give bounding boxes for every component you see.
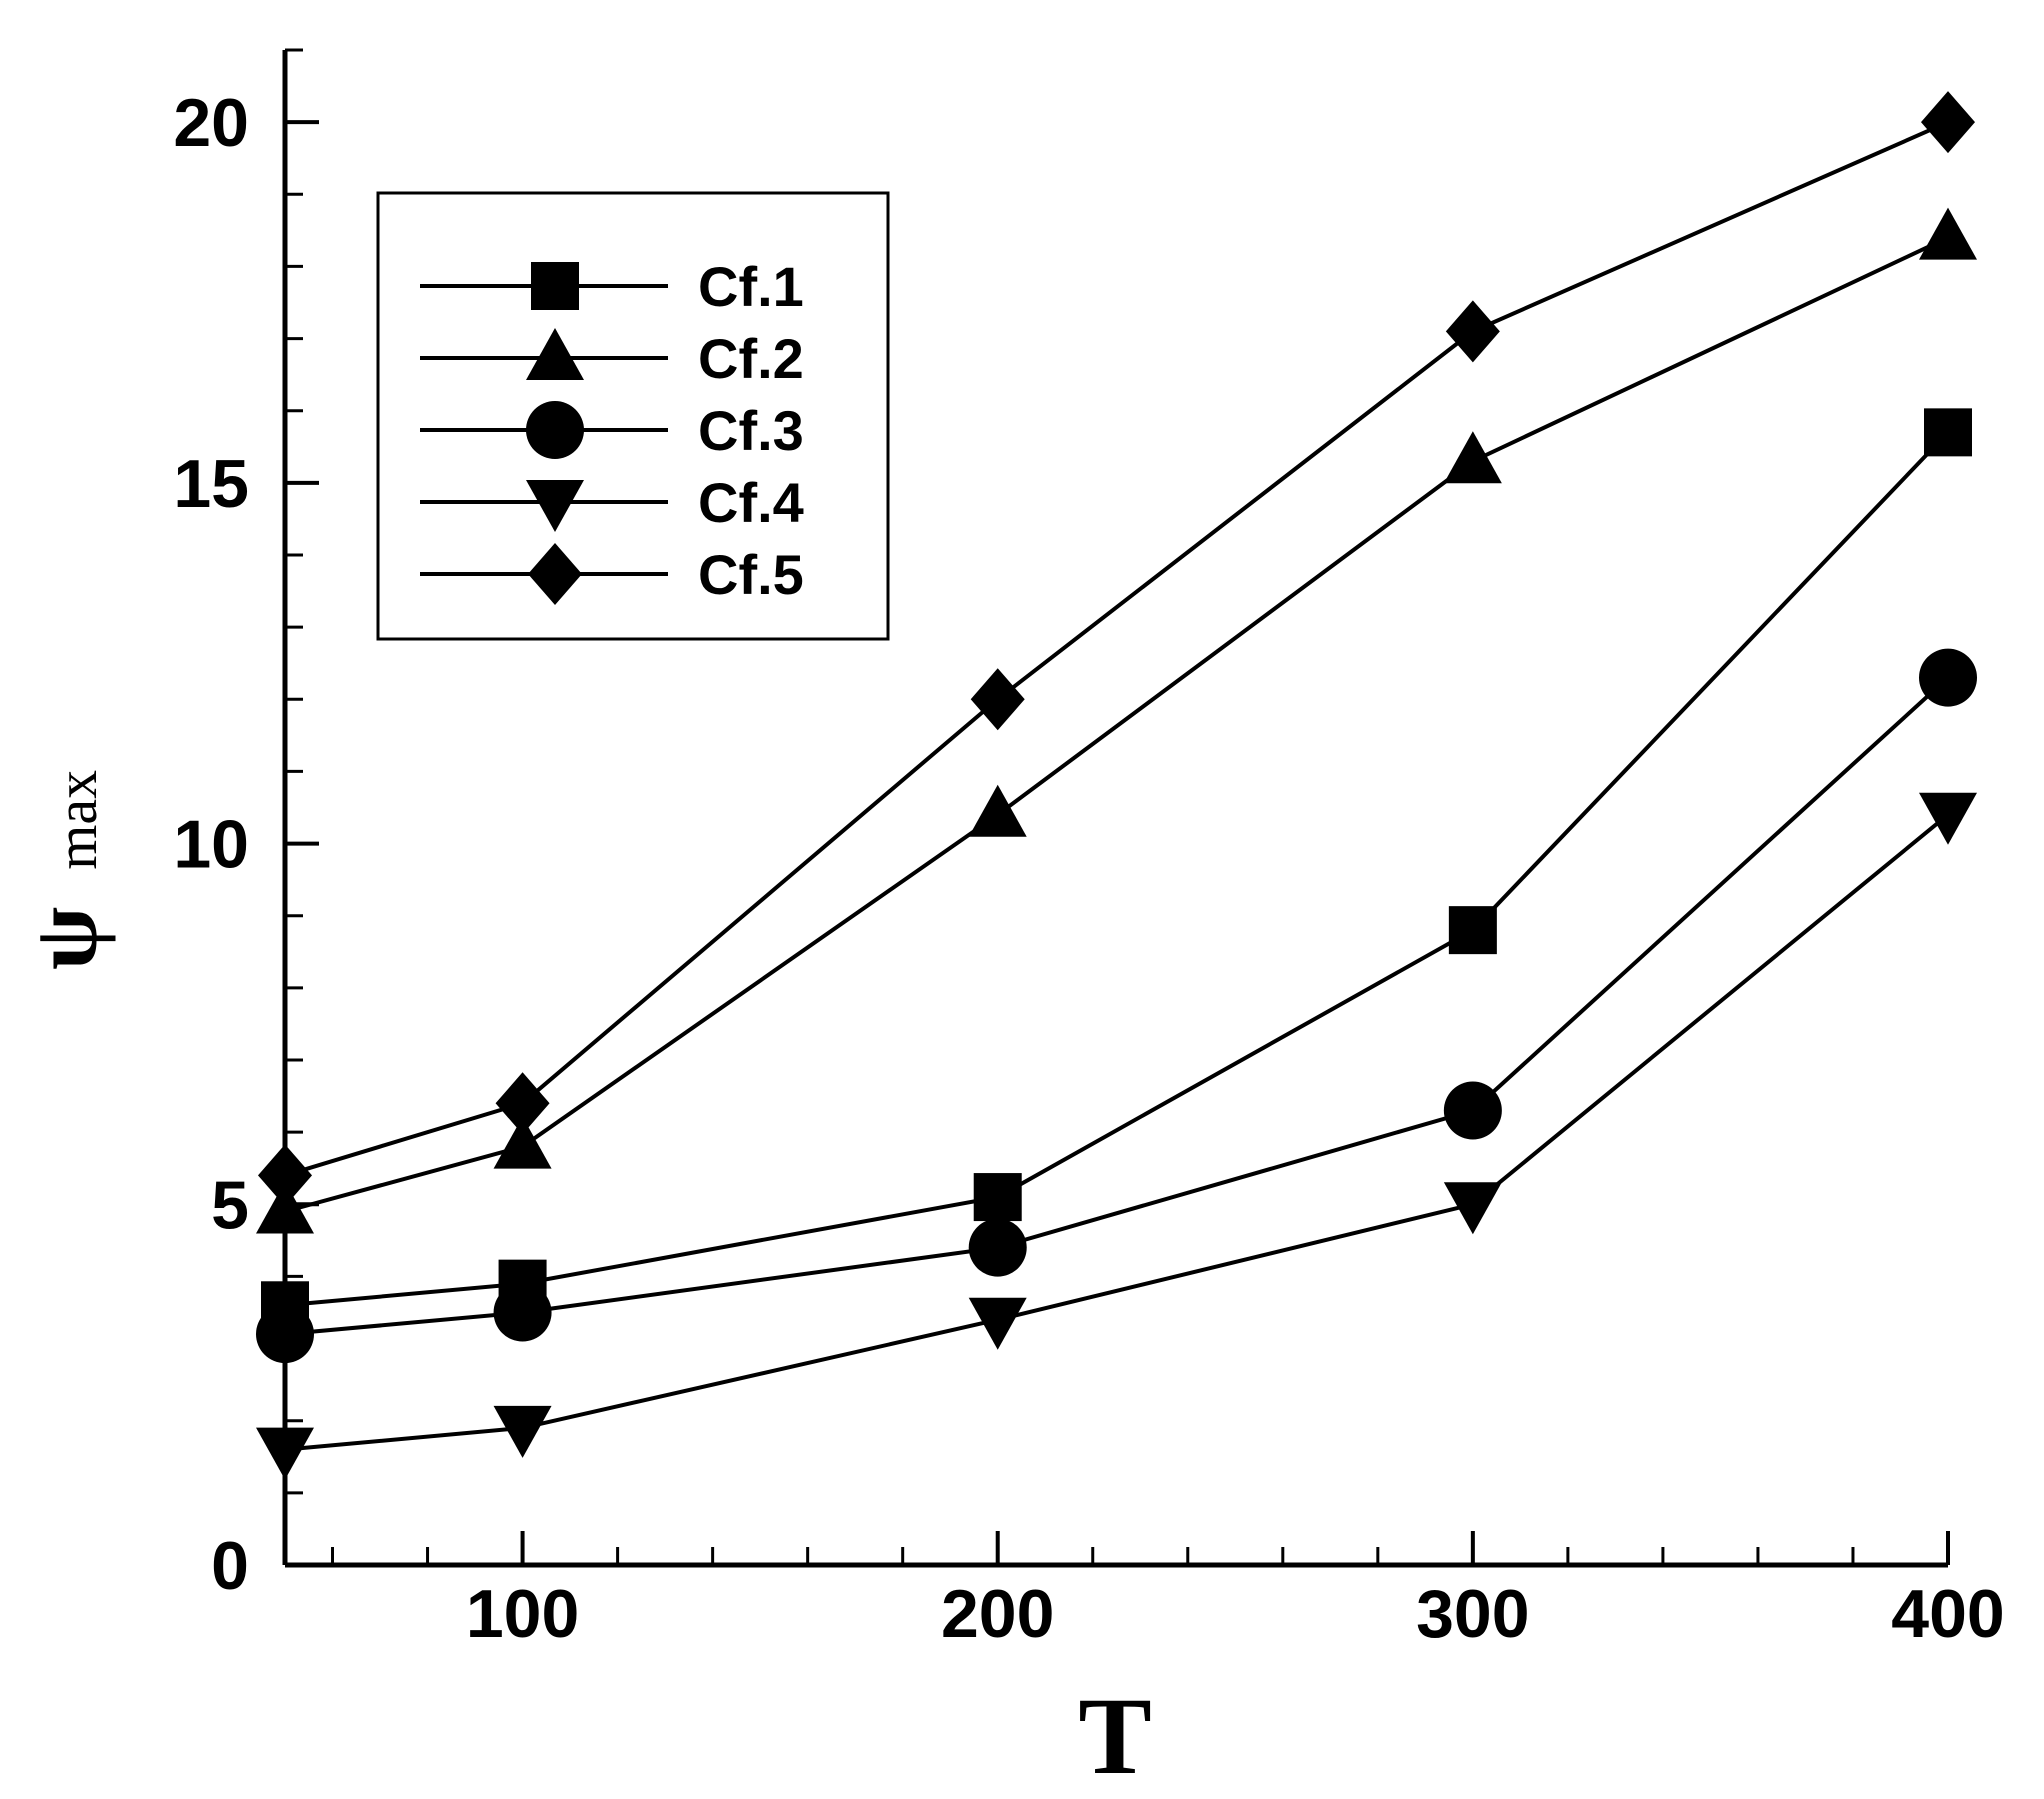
svg-text:ψ max: ψ max [14,770,116,970]
legend-label: Cf.1 [698,255,804,318]
legend-item: Cf.2 [420,327,804,390]
y-axis-title: ψ max [14,770,116,970]
data-point [495,1072,550,1135]
data-point [256,1181,314,1234]
series-5 [258,91,1975,1207]
data-point [973,1173,1022,1222]
series-2 [256,207,1977,1234]
x-tick-label: 200 [941,1576,1054,1652]
y-axis-title-symbol: ψ [14,907,116,970]
legend-item: Cf.4 [420,471,804,534]
data-point [1448,906,1497,955]
series-line [284,676,1950,1337]
data-point [1919,648,1977,707]
data-point [493,1283,552,1342]
data-point [1443,431,1502,484]
data-point [1919,792,1977,845]
y-axis-title-subscript: max [44,770,109,870]
legend: Cf.1 Cf.2 Cf.3 Cf.4 Cf.5 [376,191,890,641]
data-point [1443,1081,1502,1140]
data-point [256,1305,314,1364]
legend-label: Cf.5 [698,543,804,606]
data-point [968,1297,1027,1350]
data-point [493,1405,552,1458]
x-tick-label: 100 [466,1576,579,1652]
series-3 [256,648,1977,1364]
x-axis-title: T [1078,1675,1151,1797]
data-point [968,784,1027,837]
x-tick-label: 300 [1416,1576,1529,1652]
data-point [1921,91,1975,154]
data-point [1924,408,1972,457]
series-group [256,91,1977,1480]
y-tick-label: 20 [173,85,249,161]
legend-box [376,191,890,641]
legend-label: Cf.2 [698,327,804,390]
legend-marker [526,401,584,459]
legend-marker [528,543,582,605]
legend-item: Cf.5 [420,543,804,606]
data-point [970,668,1025,731]
data-point [968,1218,1027,1277]
legend-label: Cf.3 [698,399,804,462]
y-tick-label: 10 [173,807,249,883]
legend-marker [526,480,584,532]
y-tick-label: 15 [173,446,249,522]
y-tick-label: 5 [211,1167,249,1243]
data-point [258,1144,312,1207]
data-point [1445,300,1500,363]
y-tick-label: 0 [211,1528,249,1604]
data-point [493,1116,552,1169]
legend-marker [526,328,584,380]
legend-item: Cf.1 [420,255,804,318]
legend-marker [531,262,579,310]
data-point [1919,207,1977,260]
data-point [256,1427,314,1480]
legend-item: Cf.3 [420,399,804,462]
legend-label: Cf.4 [698,471,804,534]
data-point [1443,1182,1502,1235]
x-tick-label: 400 [1891,1576,2004,1652]
series-4 [256,792,1977,1480]
